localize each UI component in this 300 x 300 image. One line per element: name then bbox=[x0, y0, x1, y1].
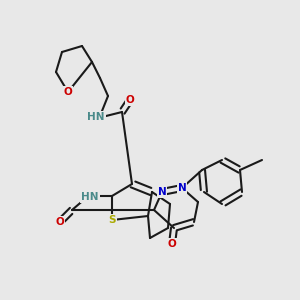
Text: O: O bbox=[126, 95, 134, 105]
Text: N: N bbox=[178, 183, 186, 193]
Text: HN: HN bbox=[81, 192, 99, 202]
Text: S: S bbox=[108, 215, 116, 225]
Text: O: O bbox=[64, 87, 72, 97]
Text: HN: HN bbox=[87, 112, 105, 122]
Text: N: N bbox=[158, 187, 166, 197]
Text: O: O bbox=[56, 217, 64, 227]
Text: O: O bbox=[168, 239, 176, 249]
